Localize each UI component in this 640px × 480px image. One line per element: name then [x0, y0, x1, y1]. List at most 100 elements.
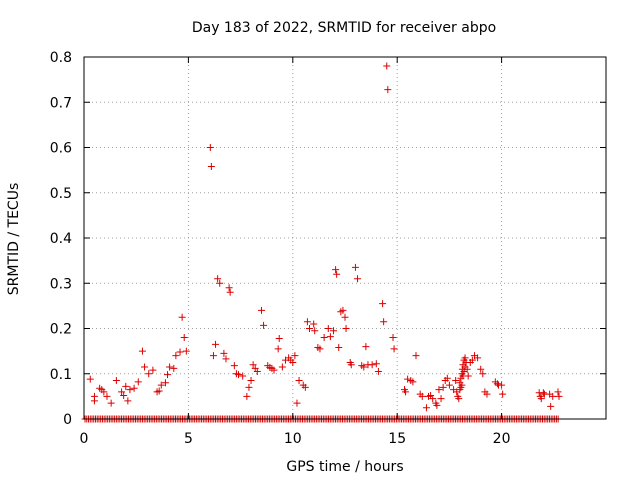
- data-point: [537, 395, 545, 403]
- data-point: [380, 318, 388, 326]
- data-point: [120, 391, 128, 399]
- tick-labels: 0 5 10 15 20 0 0.1 0.2 0.3 0.4 0.5 0.6 0.7 0.8: [50, 50, 511, 447]
- data-point: [164, 371, 172, 379]
- data-point: [90, 397, 98, 405]
- data-point: [295, 377, 303, 385]
- data-point: [122, 382, 130, 390]
- data-point: [437, 395, 445, 403]
- data-point: [341, 313, 349, 321]
- data-point: [103, 392, 111, 400]
- data-point: [206, 144, 214, 151]
- data-point: [212, 340, 220, 348]
- axis-ticks: [83, 56, 606, 420]
- data-point: [130, 384, 138, 392]
- data-point: [351, 263, 359, 271]
- data-point: [209, 352, 217, 360]
- data-point: [207, 163, 215, 171]
- y-tick-label: 0.7: [50, 95, 72, 111]
- y-tick-label: 0.5: [50, 186, 72, 202]
- data-point: [402, 388, 410, 396]
- y-tick-label: 0.3: [50, 276, 72, 292]
- data-point: [320, 334, 328, 342]
- data-point: [220, 349, 228, 357]
- data-point: [178, 313, 186, 321]
- x-axis-label: GPS time / hours: [286, 459, 403, 475]
- data-point: [172, 352, 180, 360]
- data-point: [311, 327, 319, 335]
- data-point: [310, 320, 318, 328]
- x-tick-label: 20: [493, 431, 511, 447]
- data-point: [335, 344, 343, 352]
- data-point: [180, 334, 188, 342]
- data-point: [157, 381, 165, 389]
- data-point: [498, 381, 506, 389]
- data-point: [118, 388, 126, 396]
- x-tick-label: 0: [80, 431, 89, 447]
- y-tick-label: 0.8: [50, 50, 72, 66]
- data-point: [389, 334, 397, 342]
- data-point: [374, 367, 382, 375]
- data-point: [330, 327, 338, 335]
- data-point: [339, 306, 347, 314]
- data-point: [455, 395, 463, 403]
- data-point: [230, 362, 238, 370]
- y-tick-label: 0.6: [50, 141, 72, 157]
- data-point: [100, 388, 108, 396]
- data-point: [429, 395, 437, 403]
- data-point: [452, 377, 460, 385]
- data-point: [107, 399, 115, 407]
- data-point: [404, 375, 412, 383]
- chart-title: Day 183 of 2022, SRMTID for receiver abp…: [192, 20, 496, 36]
- data-point: [412, 352, 420, 360]
- x-tick-label: 10: [284, 431, 302, 447]
- data-point: [464, 372, 472, 380]
- data-point: [372, 360, 380, 368]
- data-point: [225, 284, 233, 292]
- data-point: [243, 392, 251, 400]
- data-point: [270, 366, 278, 374]
- data-point: [483, 390, 491, 398]
- data-point: [539, 389, 547, 397]
- data-point: [274, 345, 282, 353]
- data-point: [257, 306, 265, 314]
- data-point: [316, 345, 324, 353]
- data-point: [477, 365, 485, 373]
- y-axis-label: SRMTID / TECUs: [6, 183, 22, 296]
- data-point: [354, 275, 362, 283]
- data-point: [278, 363, 286, 371]
- data-point: [182, 347, 190, 355]
- data-point: [149, 366, 157, 374]
- data-point: [145, 370, 153, 378]
- data-point: [461, 354, 469, 362]
- data-point: [554, 388, 562, 396]
- y-tick-label: 0.4: [50, 231, 72, 247]
- data-point: [138, 347, 146, 355]
- data-point: [555, 392, 563, 400]
- x-tick-label: 15: [388, 431, 406, 447]
- data-point: [303, 318, 311, 326]
- data-point: [384, 86, 392, 94]
- data-point: [324, 325, 332, 332]
- x-tick-label: 5: [184, 431, 193, 447]
- data-point: [216, 279, 224, 287]
- data-point: [368, 361, 376, 369]
- data-point: [141, 363, 149, 371]
- data-point: [383, 62, 391, 70]
- data-point: [390, 345, 398, 353]
- data-point: [86, 375, 94, 383]
- data-point: [342, 325, 350, 332]
- data-point: [439, 383, 447, 391]
- data-point: [463, 365, 471, 373]
- data-point: [247, 377, 255, 385]
- data-point: [291, 352, 299, 360]
- data-point: [306, 325, 314, 332]
- data-point: [360, 363, 368, 371]
- y-tick-label: 0.1: [50, 367, 72, 383]
- data-point: [468, 356, 476, 364]
- data-point: [176, 348, 184, 356]
- data-point: [226, 288, 234, 296]
- data-point: [134, 378, 142, 386]
- y-tick-label: 0: [63, 412, 72, 428]
- data-point: [458, 381, 466, 389]
